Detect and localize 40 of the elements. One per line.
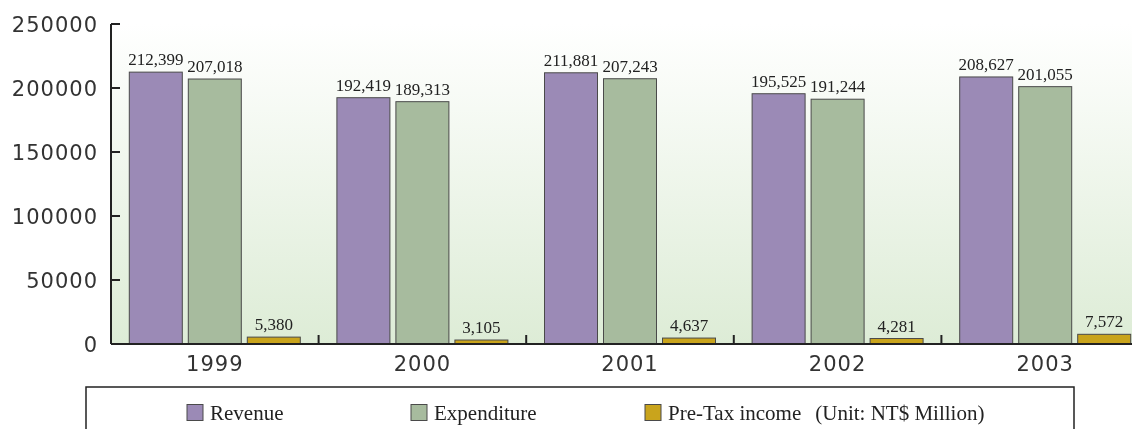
x-tick-label: 2001 [601,352,659,376]
legend-label: Pre-Tax income [668,401,802,425]
data-label: 212,399 [128,50,184,70]
data-label: 201,055 [1017,64,1073,84]
data-label: 3,105 [462,318,501,338]
x-tick-label: 2002 [808,352,867,376]
text: (Unit: NT$ Million) [815,401,985,425]
y-tick-label: 0 [83,332,98,357]
bar [128,71,183,345]
bar [603,78,657,345]
legend-label: Revenue [210,401,284,425]
data-label: 195,525 [750,71,807,91]
bar [544,72,598,345]
bar [959,76,1014,345]
bar [1018,86,1073,345]
x-tick-label: 2000 [393,352,452,376]
bar [395,101,450,345]
bar [187,78,242,345]
bar [751,93,806,345]
y-tick-label: 100000 [11,204,98,229]
data-label: 5,380 [254,315,293,335]
y-tick-label: 200000 [11,76,98,101]
x-tick-label: 2003 [1016,352,1074,376]
data-label: 189,313 [394,79,451,99]
data-label: 7,572 [1085,312,1124,332]
y-tick-label: 50000 [26,268,98,293]
y-tick-label: 150000 [11,140,98,165]
x-tick-label: 1999 [186,352,244,376]
data-label: 192,419 [335,75,392,95]
data-label: 208,627 [958,54,1015,74]
data-label: 207,018 [187,57,243,77]
data-label: 211,881 [543,50,599,70]
bar [336,97,391,345]
data-label: 4,281 [877,316,916,336]
legend-label: Expenditure [434,401,537,425]
y-tick-label: 250000 [11,12,98,37]
data-label: 207,243 [602,56,658,76]
bar [810,98,865,345]
data-label: 4,637 [669,316,709,336]
data-label: 191,244 [809,77,866,97]
